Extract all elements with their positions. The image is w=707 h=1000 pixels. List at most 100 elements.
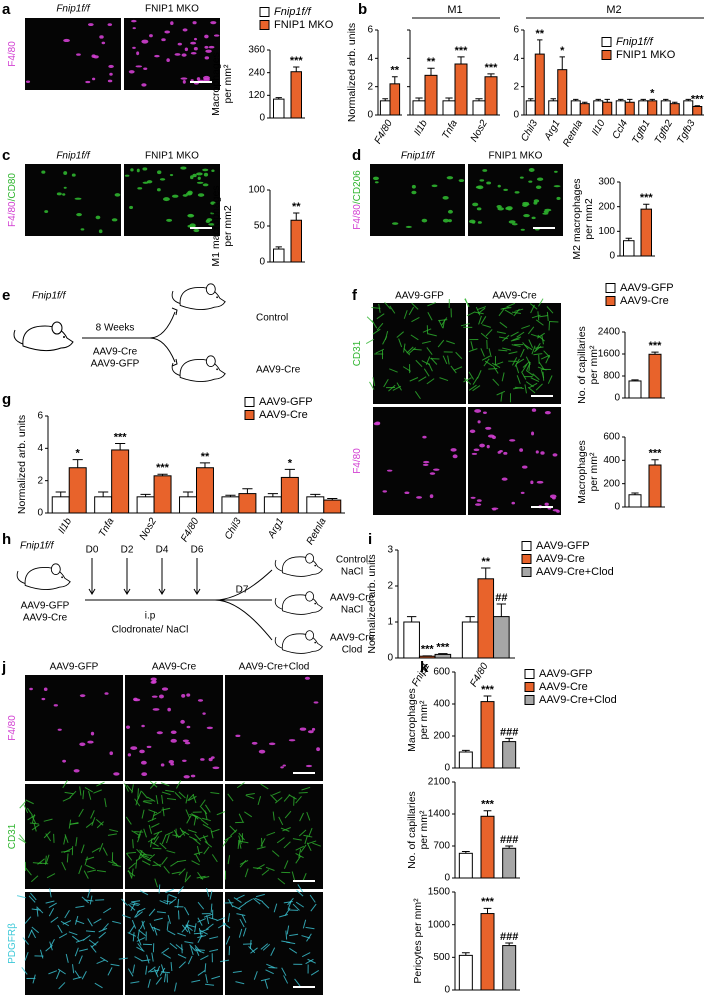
vessel <box>166 798 177 801</box>
stain-label: CD31 <box>352 340 363 366</box>
vessel <box>186 924 196 928</box>
error-bar <box>487 73 495 77</box>
error-bar <box>475 98 483 101</box>
legend-swatch <box>601 37 612 47</box>
cell <box>475 185 482 189</box>
y-tick-label: 360 <box>248 45 265 56</box>
arrow <box>149 311 176 363</box>
vessel <box>98 927 108 933</box>
cell <box>405 225 412 228</box>
vessel <box>233 897 242 903</box>
cell <box>63 171 68 175</box>
vessel <box>188 795 197 801</box>
vessel <box>301 786 311 791</box>
y-axis-label: Normalized arb. units <box>346 23 358 122</box>
panel-label: a <box>2 1 11 18</box>
vessel <box>153 830 163 835</box>
error-bar <box>461 952 470 956</box>
mouse-body <box>281 556 323 577</box>
vessel <box>209 890 213 900</box>
vessel <box>107 833 117 836</box>
cell <box>130 168 134 172</box>
vessel <box>168 898 177 905</box>
vessel <box>244 898 253 904</box>
significance: *** <box>436 642 450 654</box>
vessel <box>184 907 190 916</box>
column-header: AAV9-Cre <box>492 291 537 302</box>
vessel <box>174 792 182 800</box>
legend-swatch <box>244 410 255 420</box>
vessel <box>287 900 292 910</box>
error-bar <box>427 67 435 76</box>
y-tick-label: 0 <box>513 110 519 121</box>
y-tick-label: 800 <box>603 371 620 382</box>
cell <box>99 35 104 39</box>
vessel <box>65 953 69 963</box>
vessel <box>146 954 150 964</box>
y-tick-label: 2 <box>387 581 393 592</box>
vessel <box>309 894 316 903</box>
cell <box>170 738 177 743</box>
vessel <box>128 925 135 934</box>
vessel <box>160 964 165 974</box>
cell <box>313 701 319 704</box>
cell <box>95 215 101 220</box>
bar <box>628 494 642 508</box>
vessel <box>499 321 508 329</box>
injection-arrows <box>88 558 201 595</box>
cell <box>177 42 182 46</box>
legend-label: AAV9-Cre+Clod <box>539 694 617 706</box>
cell <box>206 726 213 730</box>
vessel <box>284 810 292 819</box>
arrowhead <box>171 307 178 367</box>
vessel <box>142 853 152 857</box>
vessel <box>135 911 143 918</box>
vessel <box>166 921 169 931</box>
vessel <box>239 918 245 928</box>
error-bar <box>663 98 669 101</box>
vessel <box>502 347 512 351</box>
cell <box>143 67 148 70</box>
vessel <box>446 340 455 345</box>
cell <box>174 53 181 56</box>
vessel <box>137 829 142 839</box>
vessel <box>177 886 184 894</box>
x-tick-label: Chil3 <box>223 516 244 542</box>
vessel <box>533 345 542 353</box>
vessel <box>79 786 82 796</box>
vessel <box>178 831 186 838</box>
vessel <box>148 908 156 917</box>
vessel <box>308 827 313 837</box>
vessel <box>174 982 177 992</box>
vessel <box>165 888 174 894</box>
cell <box>192 173 197 178</box>
significance: * <box>288 457 293 469</box>
cell <box>202 75 210 80</box>
vessel <box>520 371 527 380</box>
vessel <box>241 914 247 923</box>
vessel <box>464 298 470 307</box>
mouse-tail <box>171 290 181 305</box>
error-bar <box>275 97 282 100</box>
vessel <box>118 957 128 960</box>
vessel <box>521 363 528 373</box>
error-bar <box>293 212 300 221</box>
vessel <box>310 903 317 912</box>
vessel <box>181 925 189 933</box>
x-tick-label: Tnfa <box>440 118 460 141</box>
cell <box>282 764 286 767</box>
vessel <box>136 848 144 857</box>
vessel <box>162 807 165 817</box>
vessel <box>406 346 414 354</box>
vessel <box>388 384 396 392</box>
cell <box>544 208 552 212</box>
legend-label: FNIP1 MKO <box>616 49 676 61</box>
cell <box>491 435 496 440</box>
error-bar <box>406 616 417 622</box>
vessel <box>102 847 108 856</box>
bar <box>273 98 285 119</box>
significance: * <box>76 448 81 460</box>
vessel <box>85 821 94 828</box>
bar <box>379 100 391 116</box>
cell <box>422 463 429 466</box>
